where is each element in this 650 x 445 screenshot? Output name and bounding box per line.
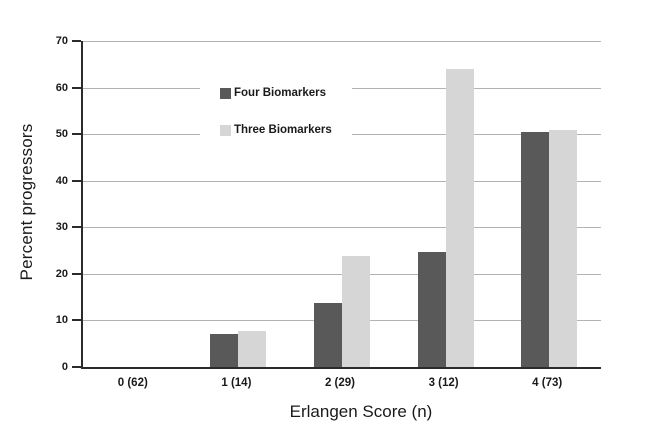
y-axis-tick [72, 86, 81, 89]
y-axis-tick [72, 366, 81, 368]
y-axis-title: Percent progressors [17, 123, 36, 281]
bar-four-biomarkers-4-73- [521, 131, 550, 367]
y-axis-tick [72, 226, 81, 229]
bar-three-biomarkers-2-29- [342, 256, 370, 367]
legend-label: Four Biomarkers [234, 87, 327, 99]
legend-item-three-biomarkers: Three Biomarkers [220, 123, 342, 137]
bar-four-biomarkers-3-12- [417, 251, 446, 367]
y-axis-tick [72, 179, 81, 182]
x-tick-label: 3 (12) [428, 377, 459, 389]
y-tick-label: 30 [55, 221, 68, 234]
y-tick-label: 40 [55, 174, 68, 187]
gridline-40 [83, 180, 601, 182]
x-axis-title: Erlangen Score (n) [289, 402, 433, 421]
bar-three-biomarkers-4-73- [549, 129, 578, 367]
x-tick-label: 1 (14) [221, 377, 252, 389]
y-tick-label: 70 [55, 35, 68, 47]
gridline-30 [83, 227, 601, 229]
bar-four-biomarkers-1-14- [210, 334, 239, 367]
gridline-70 [83, 41, 601, 42]
x-tick-label: 4 (73) [532, 377, 563, 389]
y-axis-tick [72, 40, 81, 42]
y-tick-label: 0 [61, 361, 68, 373]
legend-item-four-biomarkers: Four Biomarkers [220, 86, 342, 100]
legend-label: Three Biomarkers [234, 124, 332, 136]
bar-four-biomarkers-2-29- [314, 303, 342, 367]
y-axis-tick [72, 133, 81, 136]
legend-swatch-four-biomarkers [220, 87, 231, 99]
plot-area [81, 41, 601, 369]
y-tick-label: 60 [55, 81, 68, 94]
x-tick-label: 0 (62) [117, 377, 148, 389]
y-axis-tick [72, 319, 81, 322]
legend-swatch-three-biomarkers [220, 124, 231, 136]
y-tick-label: 10 [55, 314, 68, 327]
bar-three-biomarkers-3-12- [445, 68, 474, 367]
x-tick-label: 2 (29) [324, 377, 356, 389]
bar-three-biomarkers-1-14- [238, 330, 267, 367]
legend: Four Biomarkers Three Biomarkers [200, 74, 352, 149]
y-tick-label: 50 [55, 128, 68, 141]
y-axis-tick [72, 272, 81, 275]
y-tick-label: 20 [55, 267, 68, 280]
